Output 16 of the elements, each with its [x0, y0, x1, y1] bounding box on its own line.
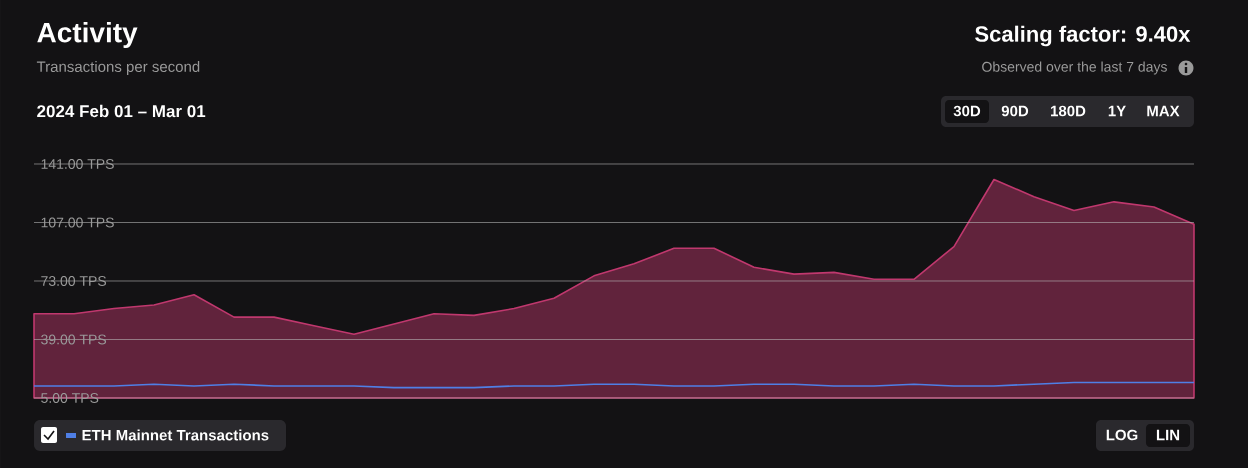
text: 90D — [1001, 105, 1029, 117]
legend-label: ETH Mainnet Transactions — [82, 429, 269, 441]
text: MAX — [1147, 105, 1180, 117]
text: 30D — [953, 105, 981, 117]
text: Scaling factor: 9.40x — [975, 25, 1191, 47]
chart-title: Activity — [37, 21, 138, 49]
text: 180D — [1051, 105, 1086, 117]
text: 1Y — [1108, 105, 1126, 117]
text: 2024 Feb 01 – Mar 01 — [37, 104, 206, 118]
y-tick-label: 141.00 TPS — [41, 159, 114, 169]
text: Observed over the last 7 days — [982, 61, 1167, 75]
y-tick-label: 73.00 TPS — [41, 276, 107, 286]
chart-subtitle: Transactions per second — [36, 61, 200, 75]
text: LOG — [1106, 429, 1138, 441]
text: LIN — [1156, 429, 1180, 441]
y-tick-label: 5.00 TPS — [41, 393, 99, 403]
